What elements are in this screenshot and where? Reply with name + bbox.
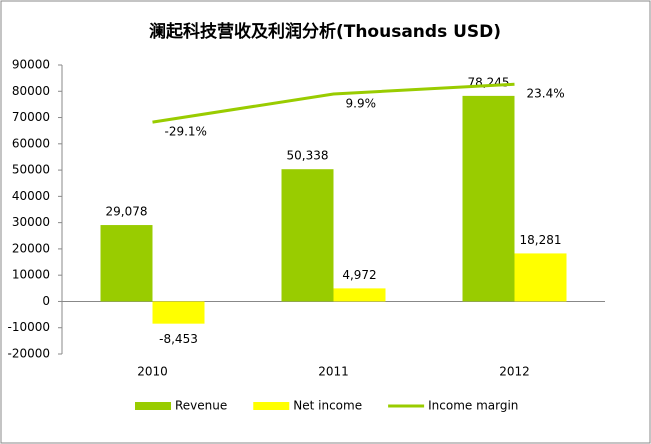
y-tick-label: 40000	[12, 189, 50, 203]
line	[152, 82, 515, 124]
x-tick-label: 2010	[137, 365, 168, 379]
legend-label: Income margin	[428, 399, 518, 413]
value-label: -8,453	[159, 332, 198, 346]
y-tick-label: -10000	[7, 320, 50, 334]
value-label: 50,338	[287, 149, 329, 163]
line-label: 9.9%	[346, 96, 377, 110]
value-label: 4,972	[342, 268, 376, 282]
line-label: 23.4%	[527, 87, 565, 101]
y-tick-label: 50000	[12, 163, 50, 177]
x-tick-label: 2012	[499, 365, 530, 379]
bar	[100, 225, 153, 302]
chart-title: 澜起科技营收及利润分析(Thousands USD)	[149, 21, 501, 42]
legend-label: Net income	[293, 399, 362, 413]
y-tick-label: -20000	[7, 347, 50, 361]
y-tick-label: 20000	[12, 241, 50, 255]
bar	[333, 288, 386, 302]
legend-swatch	[135, 402, 171, 410]
bar	[281, 169, 334, 302]
y-tick-label: 90000	[12, 58, 50, 72]
legend-label: Revenue	[175, 399, 227, 413]
y-tick-label: 0	[42, 294, 50, 308]
x-tick-label: 2011	[318, 365, 349, 379]
bar	[152, 301, 205, 324]
value-label: 18,281	[520, 233, 562, 247]
y-tick-label: 60000	[12, 136, 50, 150]
bar	[514, 253, 567, 302]
legend-swatch	[253, 402, 290, 410]
y-tick-label: 80000	[12, 84, 50, 98]
y-tick-label: 10000	[12, 268, 50, 282]
bar	[462, 95, 515, 302]
line-label: -29.1%	[165, 125, 207, 139]
value-label: 29,078	[106, 205, 148, 219]
y-tick-label: 30000	[12, 215, 50, 229]
y-tick-label: 70000	[12, 110, 50, 124]
